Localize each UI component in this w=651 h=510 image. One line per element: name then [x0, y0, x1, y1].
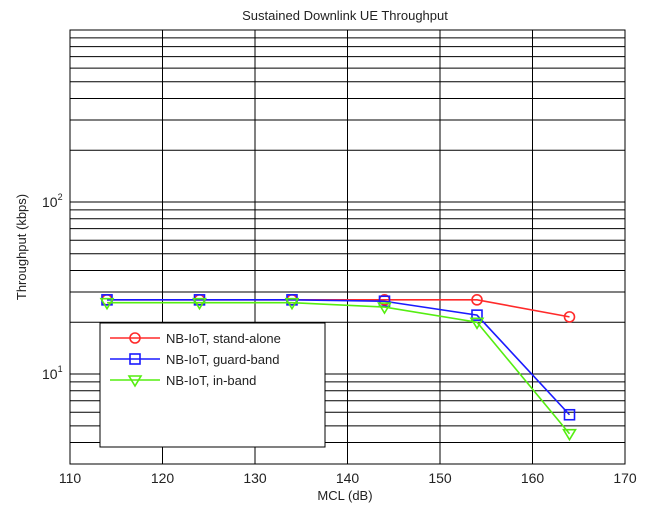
- series-0: [101, 294, 576, 323]
- series-2: [99, 297, 577, 442]
- data-point: [563, 408, 576, 421]
- y-tick-label: 102: [42, 192, 63, 210]
- x-axis-label: MCL (dB): [317, 488, 372, 503]
- legend-marker: [129, 353, 141, 365]
- data-point: [378, 295, 391, 308]
- legend-entry: NB-IoT, guard-band: [110, 352, 279, 367]
- legend-box: [99, 322, 326, 448]
- y-axis-label: Throughput (kbps): [14, 194, 29, 300]
- legend-label: NB-IoT, stand-alone: [166, 331, 281, 346]
- legend: NB-IoT, stand-alone NB-IoT, guard-band NB-…: [99, 322, 326, 448]
- x-tick-label: 150: [428, 470, 452, 486]
- x-tick-label: 130: [243, 470, 267, 486]
- y-tick-label: 101: [42, 364, 63, 382]
- data-point: [377, 302, 392, 315]
- x-tick-label: 160: [521, 470, 545, 486]
- series-group: [99, 294, 577, 442]
- data-point: [471, 309, 483, 321]
- data-point: [284, 297, 300, 311]
- data-point: [471, 294, 483, 306]
- y-tick-labels: 101 102: [42, 192, 63, 382]
- data-point: [563, 311, 576, 323]
- data-point: [99, 297, 115, 311]
- legend-label: NB-IoT, guard-band: [166, 352, 279, 367]
- x-tick-label: 110: [59, 470, 82, 486]
- legend-marker: [127, 375, 143, 388]
- x-tick-labels: 110 120 130 140 150 160 170: [59, 470, 637, 486]
- data-point: [192, 297, 207, 311]
- legend-marker: [129, 332, 141, 344]
- series-line: [107, 301, 571, 435]
- legend-entry: NB-IoT, in-band: [110, 373, 256, 388]
- x-tick-label: 120: [151, 470, 175, 486]
- data-point: [469, 317, 485, 330]
- data-point: [562, 428, 577, 442]
- series-line: [107, 299, 571, 416]
- x-tick-label: 140: [336, 470, 360, 486]
- x-tick-label: 170: [613, 470, 637, 486]
- chart-title: Sustained Downlink UE Throughput: [242, 8, 448, 23]
- plot-frame: [69, 29, 626, 465]
- legend-entry: NB-IoT, stand-alone: [110, 331, 281, 346]
- legend-label: NB-IoT, in-band: [166, 373, 256, 388]
